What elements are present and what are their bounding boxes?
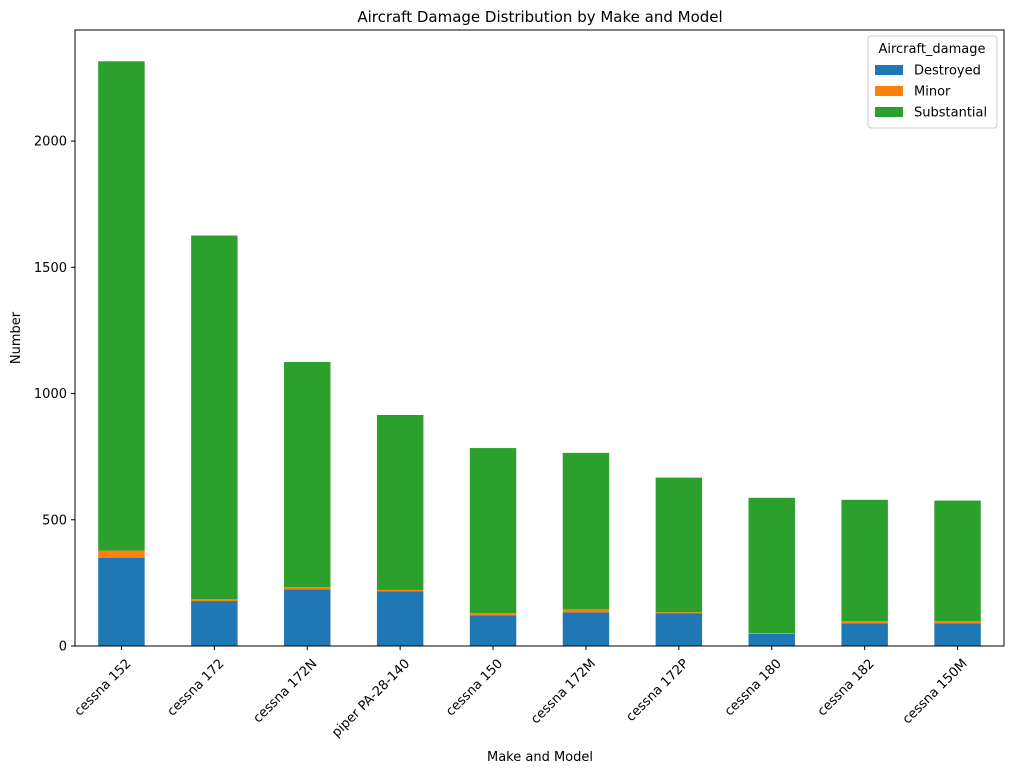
x-axis: cessna 152 cessna 172 cessna 172N piper PA-… (72, 646, 971, 741)
plot-frame (74, 29, 1005, 647)
bar-minor-2 (284, 587, 331, 590)
legend-swatch-destroyed (875, 65, 903, 75)
bar-destroyed-9 (934, 623, 981, 646)
x-tick-label: cessna 182 (815, 656, 878, 719)
bar-substantial-6 (655, 477, 703, 613)
legend: Aircraft_damage Destroyed Minor Substantia… (867, 35, 998, 129)
chart-title: Aircraft Damage Distribution by Make and… (357, 8, 722, 26)
y-axis-label: Number (9, 311, 24, 364)
bar-substantial-4 (469, 448, 517, 614)
bar-destroyed-0 (98, 557, 145, 646)
x-tick-label: cessna 150M (900, 656, 971, 727)
legend-box (867, 35, 998, 129)
y-tick-label: 0 (59, 640, 67, 655)
bar-minor-4 (469, 613, 517, 616)
legend-label-substantial: Substantial (914, 106, 987, 121)
x-tick-label: cessna 152 (72, 656, 135, 719)
bar-destroyed-7 (748, 633, 795, 646)
x-tick-label: cessna 172N (251, 656, 321, 726)
x-tick-label: cessna 180 (722, 656, 785, 719)
bar-minor-5 (562, 609, 610, 613)
bar-minor-6 (655, 612, 703, 614)
bar-substantial-8 (841, 499, 888, 622)
bar-destroyed-6 (655, 613, 703, 646)
bar-minor-3 (376, 589, 424, 592)
x-tick-label: piper PA-28-140 (329, 656, 413, 740)
plot-bars (98, 61, 981, 646)
bar-substantial-7 (748, 497, 795, 634)
bar-minor-7 (748, 633, 795, 634)
legend-label-minor: Minor (914, 85, 951, 100)
x-tick-label: cessna 150 (443, 656, 506, 719)
bar-substantial-2 (284, 361, 331, 588)
bar-minor-8 (841, 621, 888, 624)
bar-destroyed-5 (562, 612, 610, 646)
x-tick-label: cessna 172 (165, 656, 228, 719)
bar-substantial-3 (376, 415, 424, 590)
bar-destroyed-3 (376, 591, 424, 646)
x-tick-label: cessna 172M (528, 656, 599, 727)
bar-destroyed-2 (284, 589, 331, 646)
bar-substantial-5 (562, 452, 610, 610)
legend-items: Destroyed Minor Substantial (875, 64, 987, 121)
bar-minor-9 (934, 621, 981, 624)
legend-swatch-minor (875, 86, 903, 96)
bar-destroyed-1 (191, 601, 238, 646)
bar-substantial-9 (934, 500, 981, 622)
bar-destroyed-4 (469, 615, 517, 646)
bar-substantial-1 (191, 235, 238, 600)
legend-label-destroyed: Destroyed (914, 64, 981, 79)
y-tick-label: 1000 (34, 387, 67, 402)
bar-minor-0 (98, 550, 145, 558)
bar-destroyed-8 (841, 623, 888, 646)
bar-substantial-0 (98, 61, 145, 551)
x-axis-label: Make and Model (487, 750, 593, 765)
legend-swatch-substantial (875, 107, 903, 117)
x-tick-label: cessna 172P (624, 656, 692, 724)
y-tick-label: 1500 (34, 261, 67, 276)
y-tick-label: 500 (42, 513, 67, 528)
y-axis: 0 500 1000 1500 2000 (34, 135, 75, 655)
bar-minor-1 (191, 599, 238, 602)
y-tick-label: 2000 (34, 135, 67, 150)
legend-title: Aircraft_damage (878, 42, 985, 57)
